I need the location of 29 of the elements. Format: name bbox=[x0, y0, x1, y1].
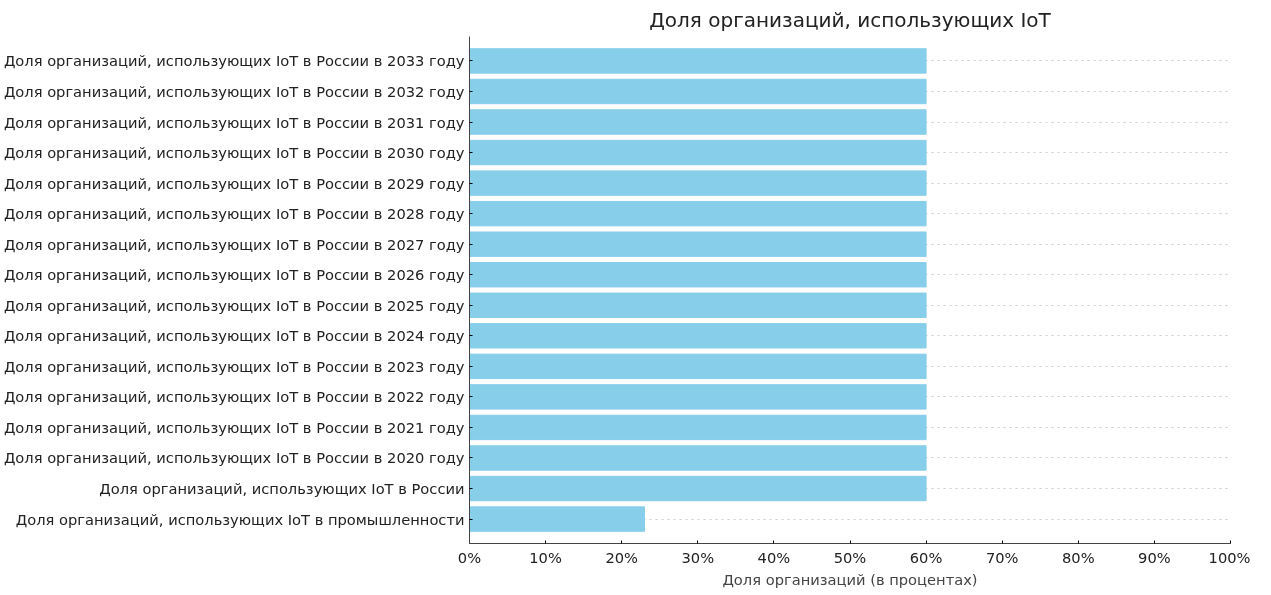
y-tick-label: Доля организаций, использующих IoT в России в 2028 году bbox=[3, 205, 465, 223]
y-tick-label: Доля организаций, использующих IoT в России в 2029 году bbox=[3, 174, 465, 192]
y-tick-label: Доля организаций, использующих IoT в России в 2031 году bbox=[3, 113, 465, 131]
x-tick-label: 60% bbox=[909, 548, 943, 566]
y-tick-label: Доля организаций, использующих IoT в России в 2021 году bbox=[3, 418, 465, 436]
x-tick-label: 30% bbox=[681, 548, 715, 566]
y-tick-label: Доля организаций, использующих IoT в России в 2020 году bbox=[3, 449, 465, 467]
x-tick-label: 10% bbox=[529, 548, 562, 566]
y-tick-label: Доля организаций, использующих IoT в России в 2024 году bbox=[3, 327, 465, 345]
y-tick-label: Доля организаций, использующих IoT в России в 2030 году bbox=[3, 144, 465, 162]
y-tick-label: Доля организаций, использующих IoT в России в 2026 году bbox=[3, 266, 465, 284]
x-tick-label: 20% bbox=[605, 548, 639, 566]
y-tick-label: Доля организаций, использующих IoT в России в 2033 году bbox=[3, 52, 465, 70]
y-tick-label: Доля организаций, использующих IoT в России в 2032 году bbox=[3, 82, 465, 100]
x-tick-label: 0% bbox=[457, 548, 482, 566]
x-tick-label: 100% bbox=[1208, 548, 1251, 566]
x-axis-title: Доля организаций (в процентах) bbox=[722, 570, 978, 588]
y-tick-label: Доля организаций, использующих IoT в России в 2022 году bbox=[3, 388, 465, 406]
x-tick-label: 40% bbox=[757, 548, 791, 566]
x-tick-label: 50% bbox=[833, 548, 867, 566]
y-tick-label: Доля организаций, использующих IoT в России в 2027 году bbox=[3, 235, 465, 253]
chart-title: Доля организаций, использующих IoT bbox=[649, 7, 1052, 32]
y-tick-label: Доля организаций, использующих IoT в России bbox=[99, 480, 465, 498]
x-tick-label: 80% bbox=[1062, 548, 1095, 566]
x-tick-label: 90% bbox=[1138, 548, 1171, 566]
y-tick-label: Доля организаций, использующих IoT в России в 2023 году bbox=[3, 357, 465, 375]
x-tick-label: 70% bbox=[985, 548, 1019, 566]
y-tick-label: Доля организаций, использующих IoT в промышленности bbox=[15, 510, 465, 528]
y-tick-label: Доля организаций, использующих IoT в России в 2025 году bbox=[3, 296, 465, 314]
